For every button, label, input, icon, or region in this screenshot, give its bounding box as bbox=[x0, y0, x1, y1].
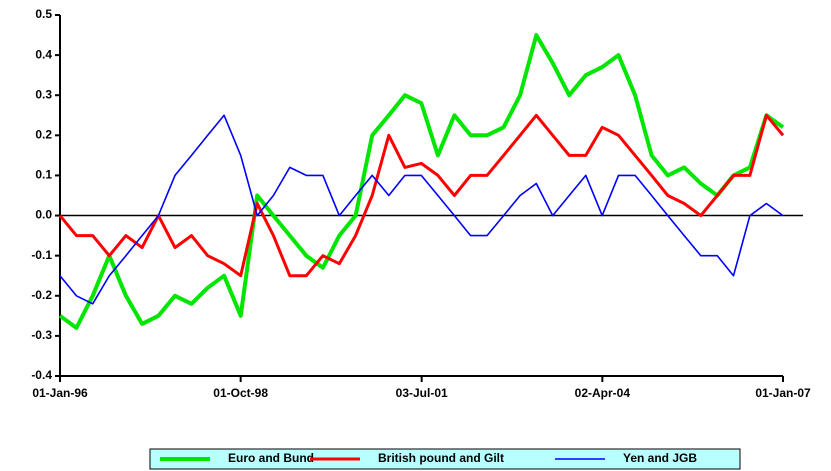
x-tick-label: 01-Oct-98 bbox=[213, 386, 268, 400]
series-line bbox=[58, 113, 785, 278]
y-tick-label: 0.3 bbox=[35, 87, 52, 101]
y-tick-label: 0.1 bbox=[35, 168, 52, 182]
x-tick-label: 02-Apr-04 bbox=[575, 386, 631, 400]
y-tick-label: -0.3 bbox=[31, 328, 52, 342]
series-line bbox=[59, 114, 784, 305]
y-tick-label: -0.2 bbox=[31, 288, 52, 302]
legend-box bbox=[149, 448, 741, 470]
series-line bbox=[58, 33, 785, 330]
legend-label: Yen and JGB bbox=[623, 451, 697, 465]
y-tick-label: 0.0 bbox=[35, 208, 52, 222]
y-tick-label: -0.4 bbox=[31, 368, 52, 382]
x-tick-label: 01-Jan-96 bbox=[32, 386, 88, 400]
x-tick-label: 01-Jan-07 bbox=[755, 386, 811, 400]
y-tick-label: -0.1 bbox=[31, 248, 52, 262]
legend-label: British pound and Gilt bbox=[378, 451, 504, 465]
y-tick-label: 0.2 bbox=[35, 128, 52, 142]
x-tick-label: 03-Jul-01 bbox=[396, 386, 448, 400]
legend-label: Euro and Bund bbox=[228, 451, 314, 465]
y-tick-label: 0.4 bbox=[35, 47, 52, 61]
y-tick-label: 0.5 bbox=[35, 7, 52, 21]
